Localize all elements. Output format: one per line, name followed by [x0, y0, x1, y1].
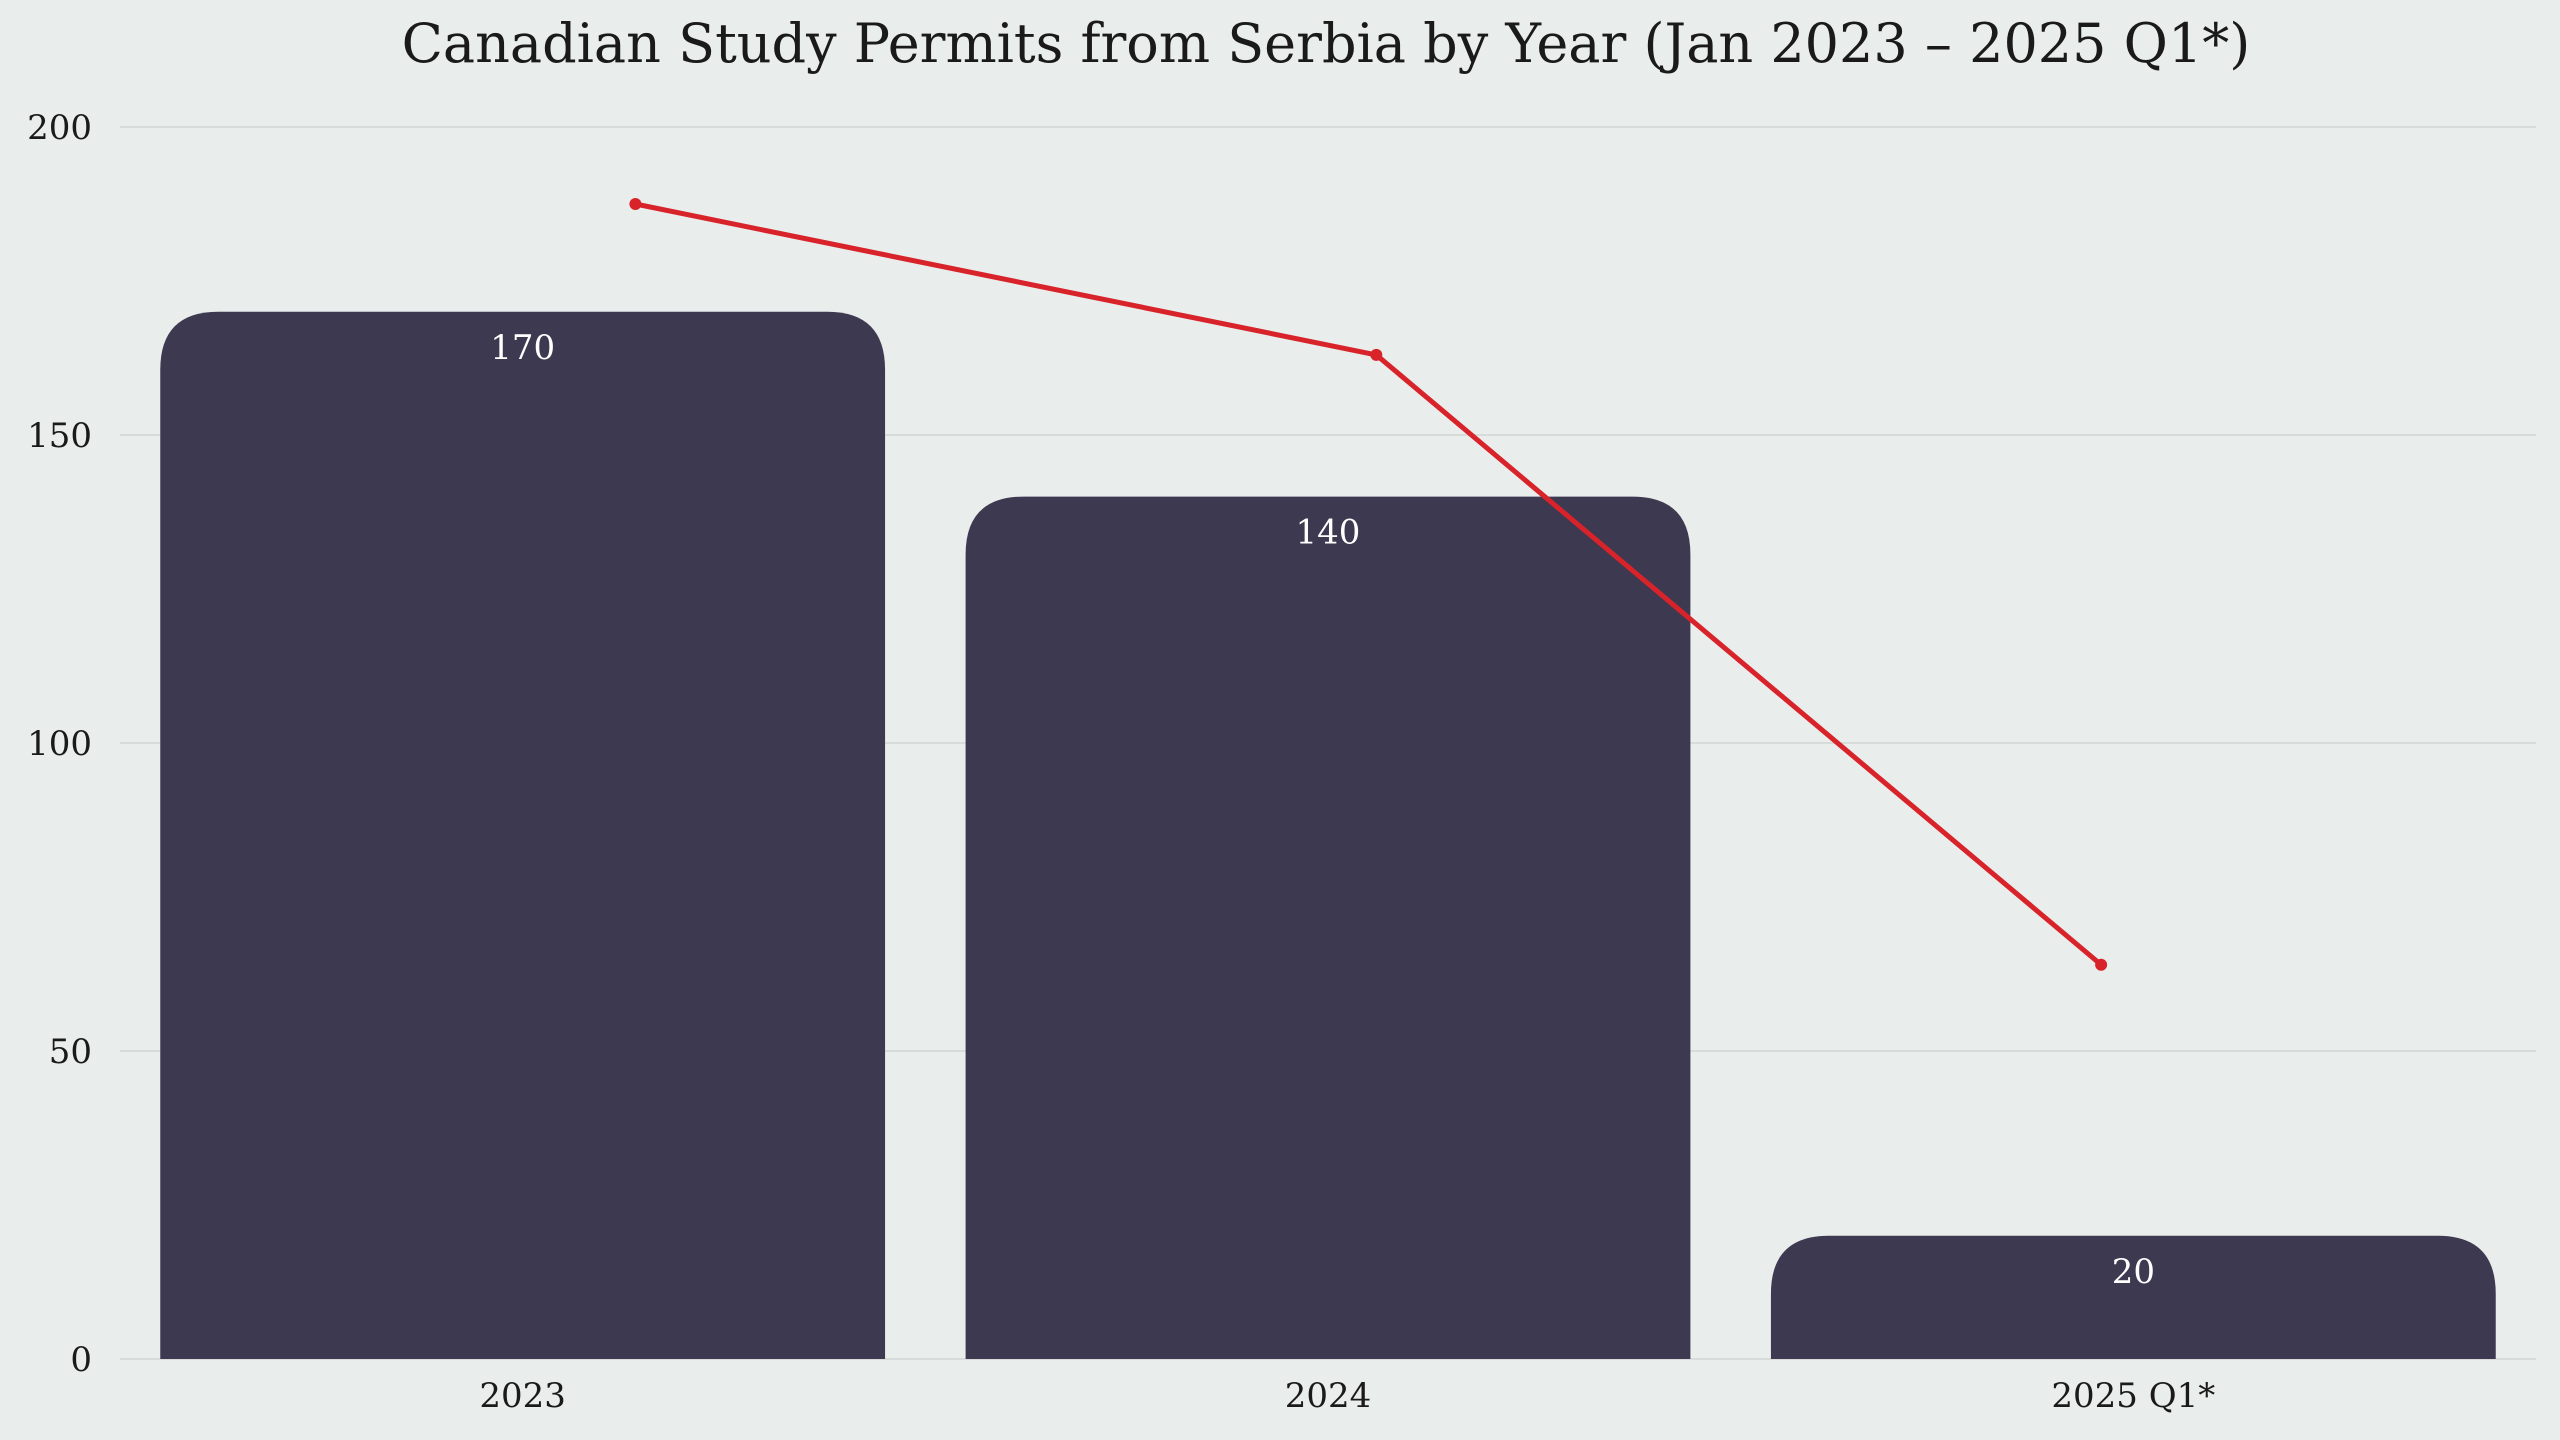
bars: 170 140 20 — [160, 311, 2496, 1360]
x-tick-label: 2023 — [479, 1376, 566, 1416]
trend-line — [629, 198, 2108, 971]
x-tick-label: 2025 Q1* — [2051, 1376, 2215, 1416]
chart-title: Canadian Study Permits from Serbia by Ye… — [402, 12, 2251, 75]
bar — [965, 496, 1691, 1360]
trend-line-point — [1370, 348, 1383, 361]
x-tick-label: 2024 — [1285, 1376, 1372, 1416]
x-axis-ticks: 2023 2024 2025 Q1* — [479, 1376, 2215, 1416]
y-tick-label: 150 — [27, 416, 92, 456]
bar-value-label: 170 — [490, 328, 555, 368]
bar-value-label: 20 — [2112, 1252, 2155, 1292]
trend-line-point — [2095, 958, 2108, 971]
y-tick-label: 0 — [70, 1340, 92, 1380]
y-axis-ticks: 0 50 100 150 200 — [27, 108, 92, 1380]
y-tick-label: 100 — [27, 724, 92, 764]
bar — [1770, 1235, 2496, 1359]
bar — [160, 311, 886, 1359]
y-tick-label: 50 — [49, 1032, 92, 1072]
trend-line-point — [629, 198, 642, 210]
bar-value-label: 140 — [1296, 513, 1361, 553]
y-tick-label: 200 — [27, 108, 92, 148]
